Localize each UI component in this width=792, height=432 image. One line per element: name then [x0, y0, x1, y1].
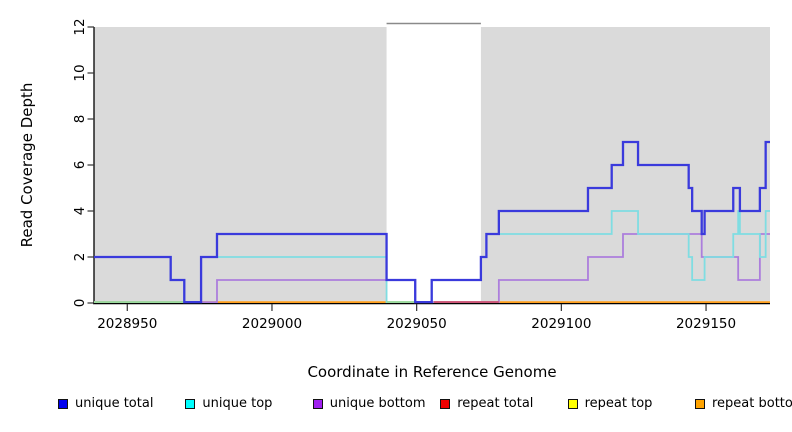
highlight-band — [386, 23, 481, 303]
svg-text:6: 6 — [72, 161, 88, 170]
svg-text:8: 8 — [72, 115, 88, 124]
x-axis-ticks: 2028950 2029000 2029050 2029100 2029150 — [97, 304, 736, 332]
svg-text:4: 4 — [72, 207, 88, 216]
series-unique-total — [94, 140, 770, 304]
svg-text:2029150: 2029150 — [676, 316, 736, 332]
y-axis-ticks: 0 2 4 6 8 10 12 — [72, 18, 94, 307]
svg-text:2029050: 2029050 — [387, 316, 447, 332]
x-axis-title: Coordinate in Reference Genome — [307, 363, 557, 381]
svg-text:2028950: 2028950 — [97, 316, 157, 332]
svg-text:0: 0 — [72, 299, 88, 308]
svg-text:2029000: 2029000 — [242, 316, 302, 332]
svg-text:10: 10 — [72, 64, 88, 81]
svg-text:2: 2 — [72, 253, 88, 262]
series-unique-bottom — [94, 233, 770, 303]
svg-text:12: 12 — [72, 18, 88, 35]
svg-text:2029100: 2029100 — [531, 316, 591, 332]
y-axis-title: Read Coverage Depth — [18, 82, 36, 248]
